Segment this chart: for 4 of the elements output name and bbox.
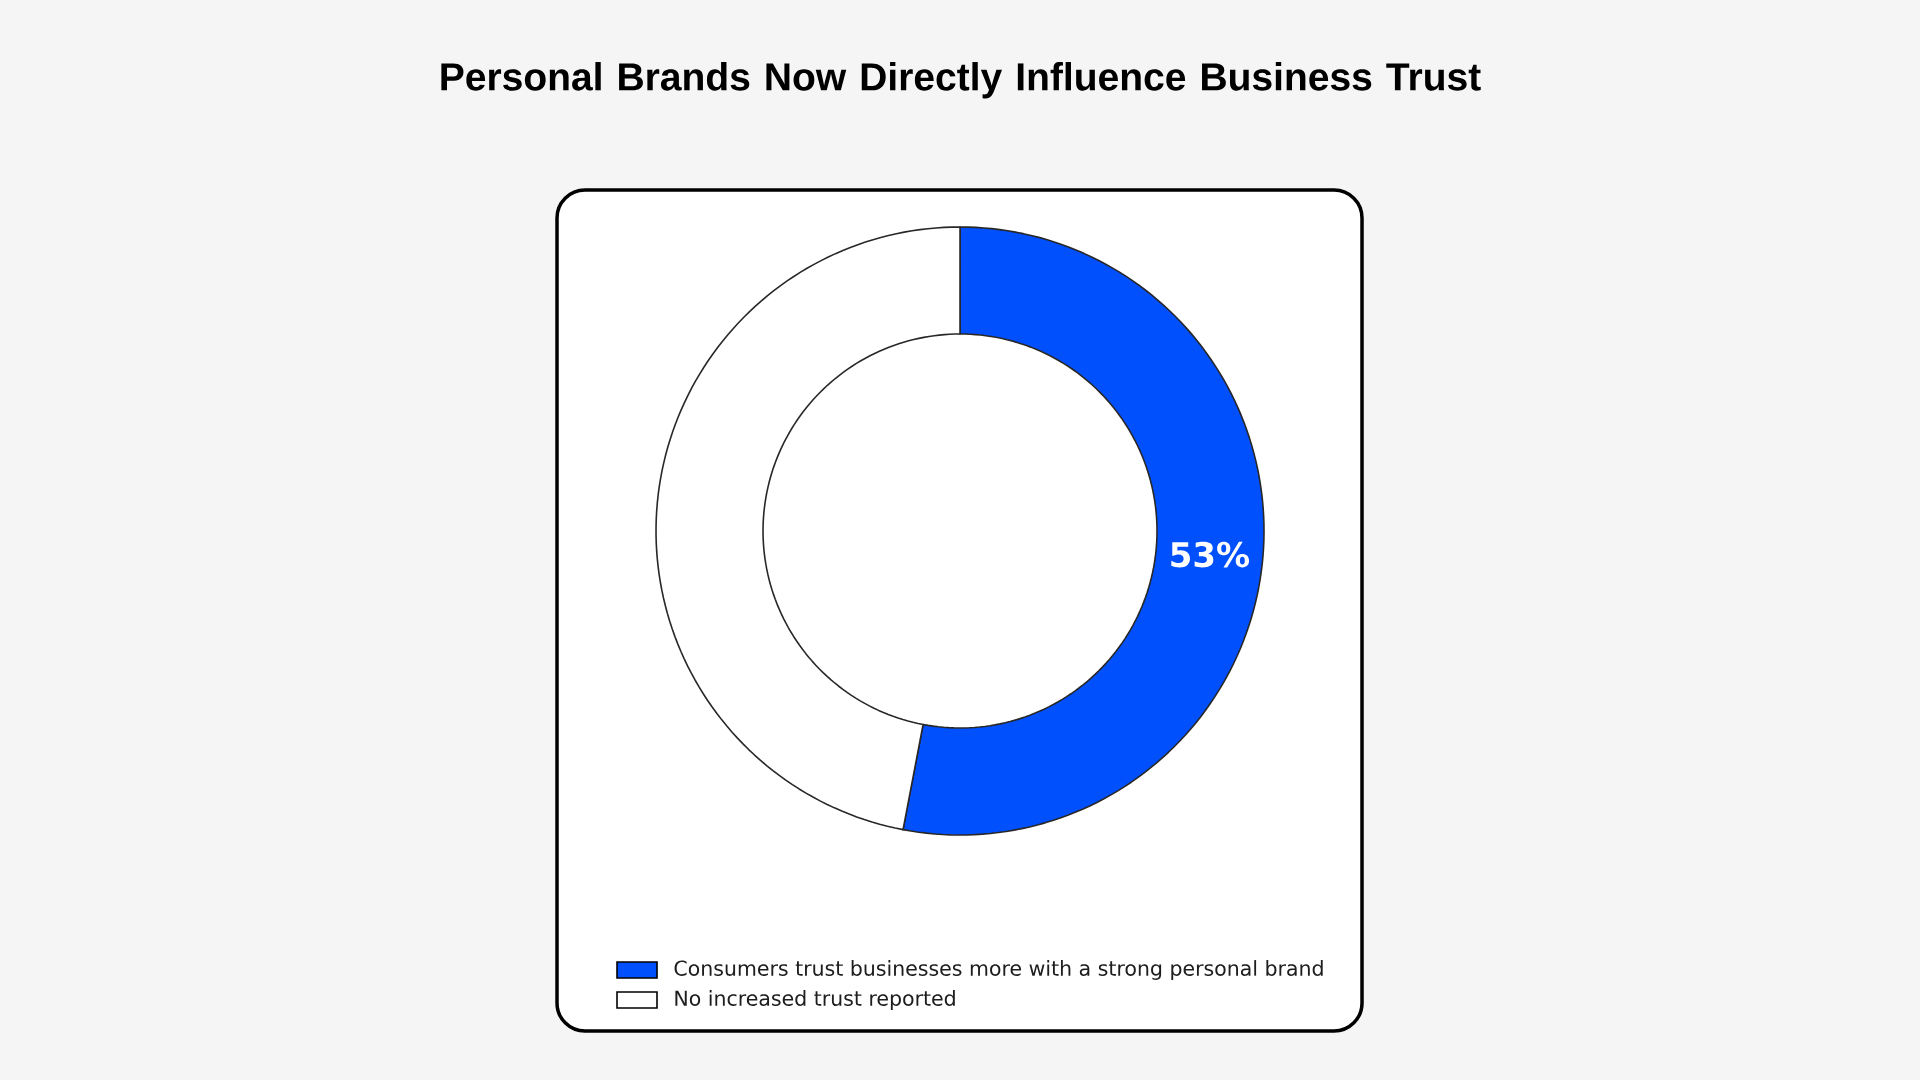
chart-title: Personal Brands Now Directly Influence Business Trust bbox=[441, 62, 1481, 99]
data-label: 53% bbox=[1171, 541, 1250, 568]
slice-label: No increased trust reported bbox=[675, 990, 955, 1010]
legend-label: Consumers trust businesses more with a strong personal brand bbox=[674, 960, 1323, 980]
